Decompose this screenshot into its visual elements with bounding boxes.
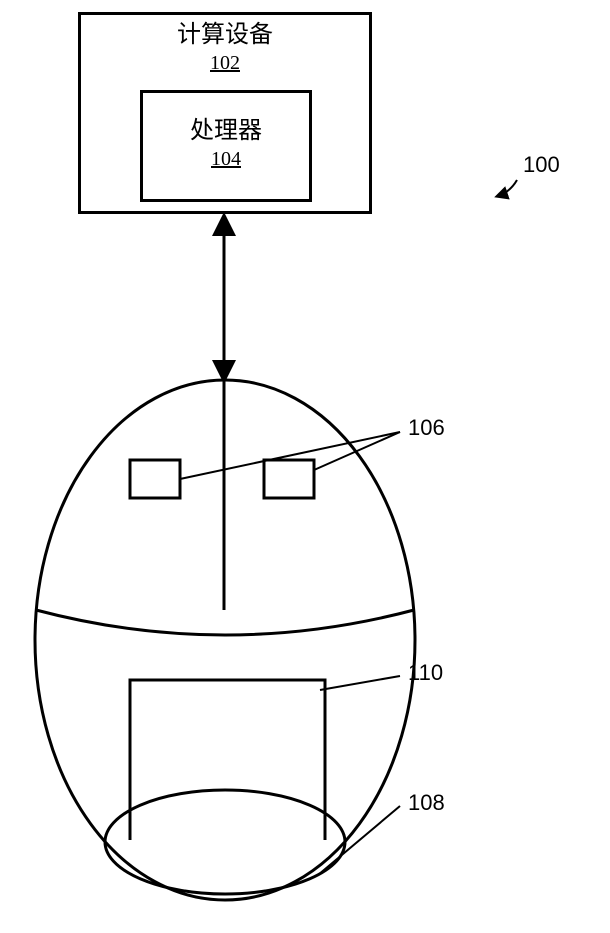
- diagram-canvas: 计算设备 102 处理器 104 100 106 110 108: [0, 0, 610, 933]
- sensor-left: [130, 460, 180, 498]
- processor-box: 处理器 104: [140, 90, 312, 202]
- mouse-body: [35, 380, 415, 900]
- leader-110: [320, 676, 400, 690]
- sensors-ref-label: 106: [408, 415, 445, 441]
- leader-108: [318, 806, 400, 875]
- inner-rect-ref-label: 110: [408, 660, 443, 686]
- system-ref-label: 100: [523, 152, 560, 178]
- system-ref-arrow: [498, 180, 517, 196]
- leader-106-b: [314, 432, 400, 470]
- computing-device-label: 计算设备: [81, 21, 369, 50]
- inner-rect-110: [130, 680, 325, 840]
- leader-106-a: [180, 432, 400, 479]
- base-ellipse-ref-label: 108: [408, 790, 445, 816]
- base-ellipse-108: [105, 790, 345, 894]
- processor-label: 处理器: [143, 117, 309, 146]
- computing-device-ref: 102: [81, 52, 369, 75]
- processor-ref: 104: [143, 148, 309, 171]
- mouse-button-arc: [36, 610, 414, 635]
- sensor-right: [264, 460, 314, 498]
